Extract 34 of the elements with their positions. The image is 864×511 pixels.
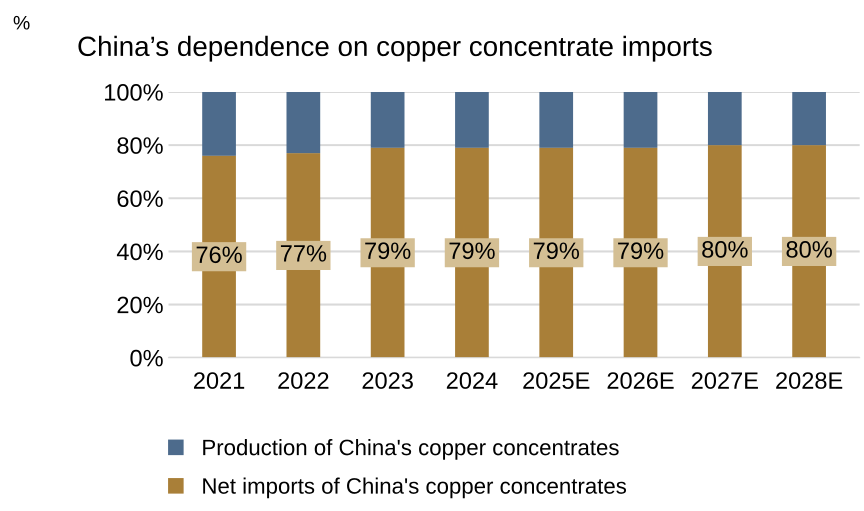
data-label: 80%	[786, 241, 832, 258]
x-tick-label: 2025E	[523, 372, 590, 389]
bar	[539, 92, 574, 148]
data-label: 80%	[702, 241, 748, 258]
bar	[624, 92, 658, 148]
y-tick-label: 60%	[118, 190, 163, 208]
y-tick-label: 80%	[117, 137, 163, 154]
y-tick-label: 100%	[105, 84, 163, 101]
data-label: 76%	[196, 246, 242, 264]
bar	[286, 92, 320, 154]
x-tick-label: 2022	[278, 372, 328, 389]
y-tick-label: 40%	[116, 243, 163, 260]
bar	[370, 92, 404, 148]
legend-label: Net imports of China's copper concentrates	[203, 478, 626, 498]
bar	[792, 92, 826, 146]
x-tick-label: 2023	[362, 372, 413, 389]
y-tick-label: 20%	[118, 296, 163, 314]
x-tick-label: 2026E	[608, 372, 674, 389]
x-tick-label: 2024	[446, 372, 498, 389]
bar	[455, 92, 489, 148]
legend-label: Production of China's copper concentrates	[203, 439, 619, 460]
y-tick-label: 0%	[130, 350, 163, 366]
bar	[202, 92, 236, 156]
x-tick-label: 2027E	[692, 372, 758, 389]
text: %	[14, 16, 30, 30]
data-label: 79%	[534, 242, 580, 260]
x-tick-label: 2028E	[776, 372, 842, 389]
bar	[708, 92, 742, 146]
chart-title: China’s dependence on copper concentrate imports	[78, 36, 712, 62]
data-label: 77%	[280, 245, 326, 262]
data-label: 79%	[618, 242, 664, 260]
x-tick-label: 2021	[194, 372, 244, 389]
data-label: 79%	[450, 242, 495, 260]
data-label: 79%	[365, 242, 410, 260]
